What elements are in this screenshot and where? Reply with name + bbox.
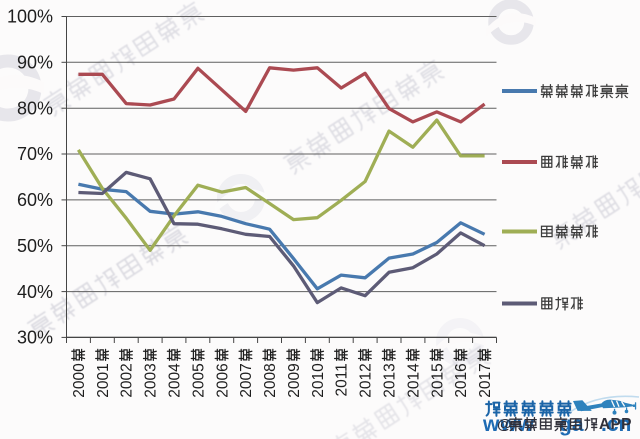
svg-text:100%: 100% [7,7,53,27]
svg-text:90%: 90% [17,53,53,73]
svg-text:2002: 2002 [119,363,136,397]
svg-text:APP: APP [599,416,632,433]
svg-text:@: @ [497,416,512,433]
svg-text:2004: 2004 [167,363,184,398]
svg-text:30%: 30% [17,328,53,348]
svg-text:2003: 2003 [143,363,160,397]
svg-text:2006: 2006 [214,363,231,397]
svg-text:2012: 2012 [358,363,375,397]
svg-text:2008: 2008 [262,363,279,397]
svg-text:2009: 2009 [286,363,303,397]
svg-text:70%: 70% [17,144,53,164]
svg-text:2015: 2015 [429,363,446,397]
svg-text:.cn: .cn [601,413,631,436]
svg-text:2001: 2001 [95,363,112,397]
svg-text:2016: 2016 [453,363,470,397]
svg-text:2010: 2010 [310,363,327,398]
svg-text:2007: 2007 [238,363,255,397]
svg-text:2014: 2014 [405,363,422,398]
svg-text:2005: 2005 [190,363,207,397]
svg-text:50%: 50% [17,236,53,256]
svg-text:2000: 2000 [71,363,88,398]
svg-text:2013: 2013 [382,363,399,397]
svg-text:40%: 40% [17,282,53,302]
svg-text:80%: 80% [17,98,53,118]
svg-text:60%: 60% [17,190,53,210]
svg-text:2017: 2017 [477,363,494,397]
svg-text:2011: 2011 [334,363,351,396]
